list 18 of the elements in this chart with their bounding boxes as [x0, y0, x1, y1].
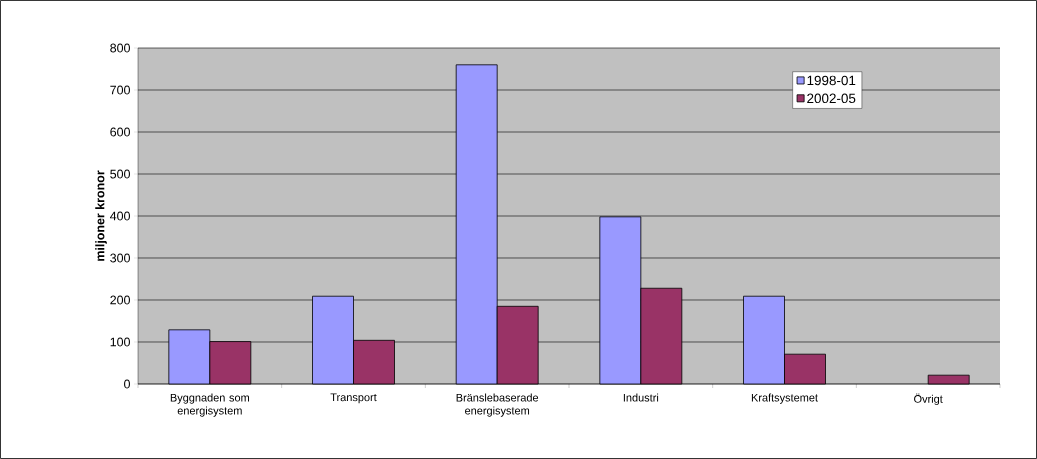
y-tick-label: 800: [110, 43, 130, 53]
legend-label: 1998-01: [807, 75, 856, 86]
y-tick-label: 400: [109, 211, 130, 221]
y-tick-label: 200: [110, 295, 130, 305]
y-tick-label: 300: [110, 253, 130, 263]
x-tick-label: Industri: [623, 393, 659, 402]
x-tick-label: Övrigt: [914, 393, 943, 405]
y-tick-label: 100: [110, 337, 130, 347]
y-axis-title: miljoner kronor: [95, 170, 107, 261]
y-tick-label: 700: [110, 85, 130, 95]
y-tick-label: 0: [124, 379, 130, 389]
legend-label: 2002-05: [807, 93, 856, 104]
y-tick-label: 600: [110, 127, 130, 137]
x-tick-label: Kraftsystemet: [751, 393, 818, 404]
x-tick-label: Transport: [330, 393, 377, 404]
y-tick-label: 500: [110, 169, 130, 179]
x-tick-label: Bränslebaserade energisystem: [456, 393, 539, 417]
x-tick-label: Byggnaden som energisystem: [170, 393, 249, 417]
